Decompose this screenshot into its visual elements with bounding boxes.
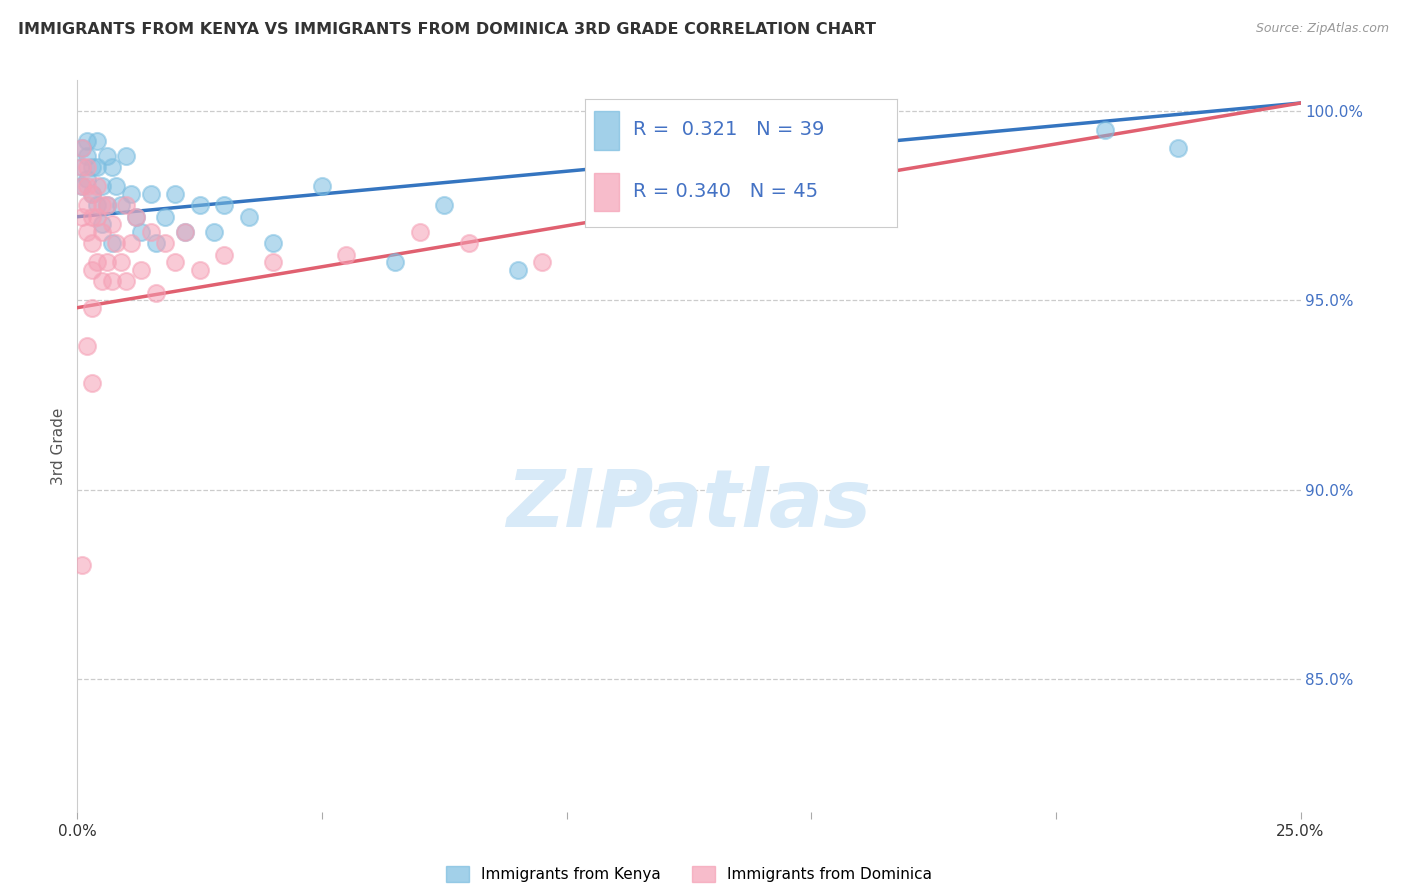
Point: [96, 255, 118, 269]
Point: [80, 262, 103, 277]
Point: [76, 149, 98, 163]
Point: [531, 255, 554, 269]
Point: [115, 149, 138, 163]
Point: [76, 225, 98, 239]
Point: [125, 210, 148, 224]
Point: [100, 217, 122, 231]
Point: [70, 141, 93, 155]
Point: [139, 225, 162, 239]
Point: [100, 274, 122, 288]
Point: [129, 262, 152, 277]
Point: [238, 210, 260, 224]
Point: [80, 376, 103, 391]
Point: [105, 179, 128, 194]
Point: [90, 198, 112, 212]
Point: [100, 236, 122, 251]
Point: [90, 274, 112, 288]
Point: [335, 247, 357, 261]
Point: [311, 179, 333, 194]
Point: [80, 186, 103, 201]
Point: [174, 225, 197, 239]
Point: [115, 274, 138, 288]
Point: [76, 338, 98, 352]
Point: [105, 236, 128, 251]
Point: [165, 186, 187, 201]
Point: [120, 186, 142, 201]
Point: [1094, 122, 1116, 136]
Point: [212, 198, 235, 212]
Point: [202, 225, 225, 239]
Point: [86, 161, 108, 175]
Point: [86, 210, 108, 224]
Point: [76, 171, 98, 186]
Point: [145, 236, 167, 251]
Point: [80, 161, 103, 175]
Point: [120, 236, 142, 251]
Point: [155, 210, 177, 224]
Point: [262, 236, 284, 251]
Point: [86, 198, 108, 212]
Point: [262, 255, 284, 269]
Point: [86, 134, 108, 148]
Y-axis label: 3rd Grade: 3rd Grade: [51, 408, 66, 484]
Point: [76, 198, 98, 212]
Point: [96, 149, 118, 163]
Text: Source: ZipAtlas.com: Source: ZipAtlas.com: [1256, 22, 1389, 36]
Point: [90, 217, 112, 231]
Point: [506, 262, 529, 277]
Point: [125, 210, 148, 224]
Point: [110, 198, 132, 212]
Point: [80, 210, 103, 224]
Point: [76, 161, 98, 175]
Point: [80, 236, 103, 251]
Point: [384, 255, 406, 269]
Point: [165, 255, 187, 269]
Point: [110, 255, 132, 269]
Point: [70, 141, 93, 155]
Point: [100, 161, 122, 175]
Point: [70, 161, 93, 175]
Point: [174, 225, 197, 239]
Point: [86, 255, 108, 269]
Point: [70, 179, 93, 194]
Point: [433, 198, 456, 212]
Point: [70, 161, 93, 175]
Point: [90, 179, 112, 194]
Point: [76, 179, 98, 194]
Point: [139, 186, 162, 201]
Point: [70, 558, 93, 573]
Point: [96, 198, 118, 212]
Point: [76, 134, 98, 148]
Point: [115, 198, 138, 212]
Point: [80, 186, 103, 201]
Point: [409, 225, 432, 239]
Point: [188, 262, 211, 277]
Point: [457, 236, 479, 251]
Point: [70, 210, 93, 224]
Point: [86, 179, 108, 194]
Text: ZIPatlas: ZIPatlas: [506, 466, 872, 543]
Point: [70, 179, 93, 194]
Point: [188, 198, 211, 212]
Legend: Immigrants from Kenya, Immigrants from Dominica: Immigrants from Kenya, Immigrants from D…: [440, 860, 938, 888]
Point: [129, 225, 152, 239]
Point: [212, 247, 235, 261]
Point: [96, 198, 118, 212]
Point: [90, 225, 112, 239]
Point: [1167, 141, 1189, 155]
Point: [155, 236, 177, 251]
Point: [145, 285, 167, 300]
Point: [80, 301, 103, 315]
Text: IMMIGRANTS FROM KENYA VS IMMIGRANTS FROM DOMINICA 3RD GRADE CORRELATION CHART: IMMIGRANTS FROM KENYA VS IMMIGRANTS FROM…: [18, 22, 876, 37]
